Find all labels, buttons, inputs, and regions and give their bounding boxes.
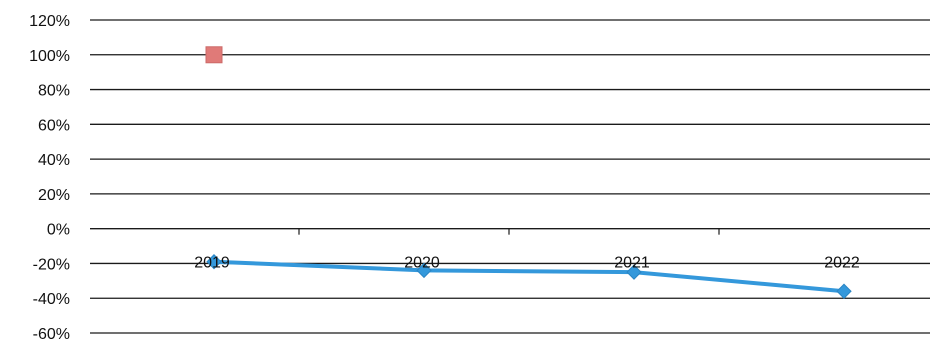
y-tick-label: 60% — [38, 117, 70, 134]
gridlines — [90, 19, 930, 334]
data-point — [626, 264, 642, 280]
y-axis-tick-labels: 120% 100% 80% 60% 40% 20% 0% -20% -40% -60% — [29, 13, 70, 343]
y-tick-label: 20% — [38, 187, 70, 204]
y-tick-label: 80% — [38, 83, 70, 100]
series-line — [213, 259, 845, 294]
y-tick-label: 0% — [47, 222, 70, 239]
y-tick-label: 120% — [29, 13, 70, 30]
data-point — [836, 283, 852, 299]
x-category-label: 2021 — [614, 254, 650, 271]
x-category-label: 2020 — [404, 254, 440, 271]
series-0 — [206, 253, 852, 299]
y-tick-label: -60% — [33, 326, 70, 343]
series — [205, 46, 852, 299]
series-1 — [205, 46, 223, 64]
data-point — [206, 253, 222, 270]
y-tick-label: 40% — [38, 152, 70, 169]
data-point — [205, 46, 223, 64]
data-point — [416, 262, 432, 279]
x-axis-ticks — [298, 228, 720, 235]
y-tick-label: -40% — [33, 291, 70, 308]
y-tick-label: -20% — [33, 256, 70, 273]
x-category-label: 2019 — [194, 254, 230, 271]
x-category-label: 2022 — [824, 254, 860, 271]
y-tick-label: 100% — [29, 48, 70, 65]
x-axis-category-labels: 2019 2020 2021 2022 — [194, 254, 860, 271]
